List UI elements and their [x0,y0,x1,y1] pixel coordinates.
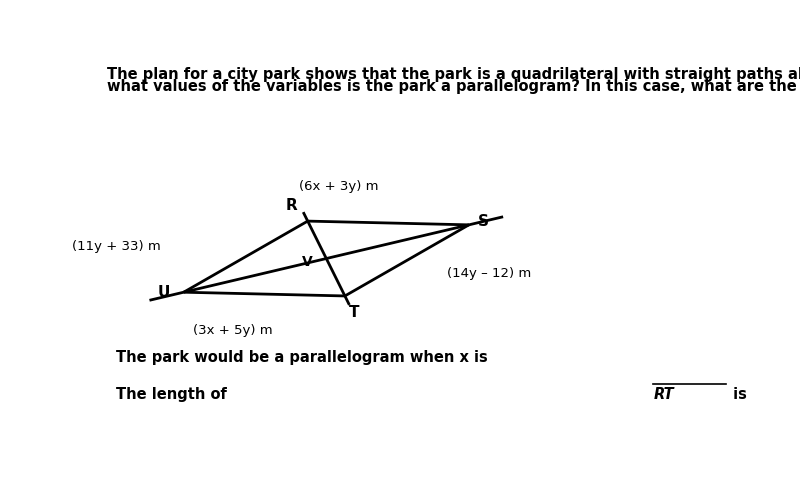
Text: is: is [728,387,747,402]
Text: (3x + 5y) m: (3x + 5y) m [194,324,273,337]
Text: what values of the variables is the park a parallelogram? In this case, what are: what values of the variables is the park… [107,79,800,94]
Text: S: S [478,214,489,228]
Text: The length of: The length of [115,387,231,402]
Text: (6x + 3y) m: (6x + 3y) m [299,180,378,193]
Text: T: T [349,305,359,320]
Text: (14y – 12) m: (14y – 12) m [447,267,531,280]
Text: U: U [158,285,170,300]
Text: R: R [286,198,298,213]
Text: The park would be a parallelogram when x is: The park would be a parallelogram when x… [115,350,492,365]
Text: The plan for a city park shows that the park is a quadrilateral with straight pa: The plan for a city park shows that the … [107,67,800,82]
Text: V: V [302,255,313,269]
Text: RT: RT [654,387,674,402]
Text: (11y + 33) m: (11y + 33) m [72,240,161,253]
